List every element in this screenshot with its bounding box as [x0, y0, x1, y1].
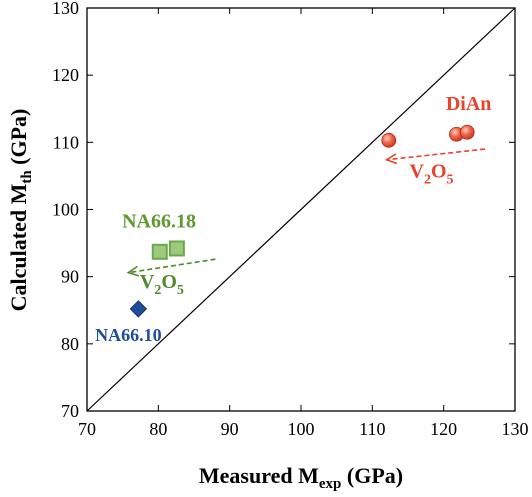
arrow-label: V2O5: [140, 271, 184, 298]
annotations-group: DiAn NA66.18 NA66.10: [95, 93, 491, 345]
axis-ticks: 70 80 90 100 110 120 130 70 80 90 100 110 120 130: [52, 0, 529, 439]
y-tick-label: 120: [52, 65, 79, 85]
x-tick-label: 110: [359, 419, 385, 439]
x-tick-label: 70: [78, 419, 96, 439]
x-axis-title: Measured Mexp (GPa): [199, 463, 403, 492]
point-dian: [381, 132, 397, 148]
arrow-shaft: [128, 258, 216, 274]
series-label-dian: DiAn: [446, 93, 492, 115]
x-tick-label: 90: [221, 419, 239, 439]
y-tick-label: 130: [52, 0, 79, 18]
point-na66-10: [129, 300, 148, 318]
point-na66-18: [151, 243, 168, 260]
y-axis-title: Calculated Mth (GPa): [6, 109, 35, 312]
reference-line-group: [86, 7, 516, 412]
y-tick-label: 100: [52, 200, 79, 220]
series-label-na66-18: NA66.18: [122, 211, 196, 233]
y-tick-label: 80: [61, 334, 79, 354]
x-tick-label: 130: [502, 419, 529, 439]
reference-line-y-equals-x: [86, 7, 516, 412]
x-tick-label: 120: [430, 419, 457, 439]
y-tick-label: 90: [61, 267, 79, 287]
arrows-group: V2O5 V2O5: [126, 148, 486, 298]
arrow-head: [384, 153, 398, 165]
arrow-label: V2O5: [410, 160, 454, 187]
y-tick-label: 110: [53, 132, 79, 152]
x-tick-label: 80: [149, 419, 167, 439]
x-tick-label: 100: [288, 419, 315, 439]
series-label-na66-10: NA66.10: [95, 325, 162, 345]
arrow-head: [126, 265, 140, 277]
point-na66-18: [168, 240, 185, 257]
arrow-shaft: [386, 148, 486, 161]
point-dian: [459, 124, 475, 140]
markers-group: [129, 124, 475, 318]
y-tick-label: 70: [61, 401, 79, 421]
